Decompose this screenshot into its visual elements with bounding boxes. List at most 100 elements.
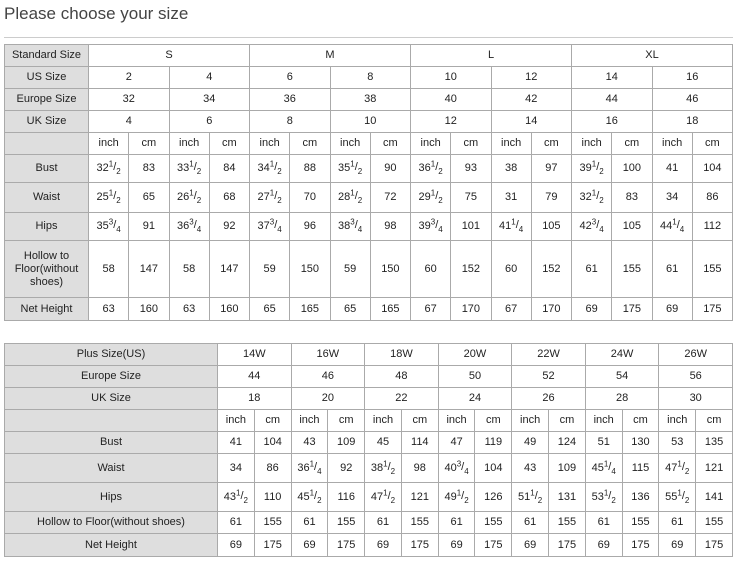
value-cell: 31: [490, 182, 532, 213]
value-cell: 121: [695, 453, 733, 483]
whole: 55: [665, 490, 678, 503]
numerator: 3: [591, 217, 597, 227]
size-cell: 28: [584, 387, 660, 410]
value-cell: 84: [208, 154, 251, 183]
numerator: 3: [456, 458, 462, 468]
numerator: 1: [603, 487, 609, 497]
fraction-cell: 2612: [168, 182, 210, 213]
size-cell: 24: [437, 387, 513, 410]
numerator: 1: [108, 159, 114, 169]
unit-cell: cm: [450, 132, 492, 155]
denominator: 2: [388, 467, 396, 476]
table-row: Plus Size(US) 14W 16W 18W 20W 22W 24W 26W: [4, 343, 733, 366]
denominator: 4: [677, 225, 685, 234]
value-cell: 104: [474, 453, 513, 483]
whole: 47: [665, 461, 678, 474]
table-row: Net Height 69 175 69 175 69 175 69 175 69 175 69 175…: [4, 533, 733, 557]
value-cell: 65: [128, 182, 170, 213]
unit-cell: inch: [168, 132, 210, 155]
table-row: Bust 41 104 43 109 45 114 47 119 49 124 51 130 53 135: [4, 431, 733, 454]
table-row: UK Size 4 6 8 10 12 14 16 18: [4, 110, 733, 133]
whole: 26: [177, 191, 190, 203]
whole: 38: [370, 461, 384, 474]
denominator: 4: [608, 467, 616, 476]
value-cell: 175: [611, 297, 653, 321]
numerator: 1: [189, 159, 194, 169]
size-cell: 10: [329, 110, 411, 133]
value-cell: 155: [548, 511, 586, 534]
unit-cell: cm: [611, 132, 653, 155]
value-cell: 61: [217, 511, 255, 534]
fraction-cell: 3812: [364, 453, 402, 483]
value-cell: 175: [621, 533, 660, 557]
table-row: inch cm inch cm inch cm inch cm inch cm inch cm inch…: [4, 132, 734, 155]
numerator: 1: [309, 487, 315, 497]
title-rule: [4, 37, 733, 38]
size-cell: 44: [217, 365, 292, 388]
value-cell: 69: [651, 297, 693, 321]
table-row: Europe Size 32 34 36 38 40 42 44 46: [4, 88, 733, 111]
row-label: Net Height: [4, 533, 218, 557]
unit-cell: cm: [208, 132, 251, 155]
unit-cell: cm: [369, 132, 412, 155]
value-cell: 136: [621, 482, 660, 512]
size-cell: 18: [217, 387, 292, 410]
value-cell: 126: [474, 482, 513, 512]
size-cell: 20W: [437, 343, 513, 366]
unit-cell: inch: [364, 409, 402, 432]
value-cell: 61: [658, 511, 697, 534]
numerator: 1: [236, 487, 241, 497]
size-cell: 14: [571, 66, 653, 89]
value-cell: 61: [511, 511, 550, 534]
value-cell: 165: [369, 297, 412, 321]
numerator: 3: [108, 217, 114, 227]
value-cell: 175: [253, 533, 292, 557]
value-cell: 155: [474, 511, 513, 534]
value-cell: 61: [364, 511, 402, 534]
value-cell: 69: [437, 533, 476, 557]
size-cell: 50: [437, 365, 513, 388]
table-row: Hips353491363492373496383498393410141141…: [4, 212, 734, 241]
denominator: 2: [194, 167, 202, 176]
whole: 49: [444, 490, 457, 503]
whole: 45: [591, 461, 604, 474]
fraction-cell: 3612: [409, 154, 452, 183]
unit-cell: cm: [691, 132, 734, 155]
whole: 33: [177, 162, 190, 174]
value-cell: 43: [290, 431, 329, 454]
numerator: 1: [677, 458, 682, 468]
unit-cell: cm: [128, 132, 170, 155]
row-label: Hollow to Floor(without shoes): [4, 240, 89, 298]
value-cell: 34: [217, 453, 255, 483]
value-cell: 175: [327, 533, 366, 557]
value-cell: 116: [327, 482, 366, 512]
whole: 36: [418, 162, 431, 174]
value-cell: 150: [289, 240, 331, 298]
value-cell: 59: [329, 240, 371, 298]
unit-cell: cm: [695, 409, 733, 432]
numerator: 1: [309, 458, 315, 468]
value-cell: 110: [253, 482, 292, 512]
size-cell: 26: [511, 387, 586, 410]
unit-cell: cm: [530, 132, 573, 155]
value-cell: 112: [691, 212, 734, 241]
table-row: Hips431211045121164712121491212651121315…: [4, 482, 733, 512]
whole: 32: [96, 162, 109, 174]
row-label: [4, 132, 89, 155]
numerator: 3: [350, 217, 355, 227]
unit-cell: inch: [658, 409, 697, 432]
fraction-cell: 3512: [329, 154, 371, 183]
unit-cell: inch: [409, 132, 452, 155]
whole: 28: [338, 191, 351, 203]
size-cell: 54: [584, 365, 660, 388]
fraction-cell: 5512: [658, 482, 697, 512]
value-cell: 155: [611, 240, 653, 298]
numerator: 3: [269, 217, 275, 227]
numerator: 1: [189, 188, 194, 198]
unit-cell: inch: [217, 409, 255, 432]
value-cell: 86: [691, 182, 734, 213]
value-cell: 155: [400, 511, 439, 534]
unit-cell: cm: [289, 132, 331, 155]
value-cell: 105: [530, 212, 573, 241]
